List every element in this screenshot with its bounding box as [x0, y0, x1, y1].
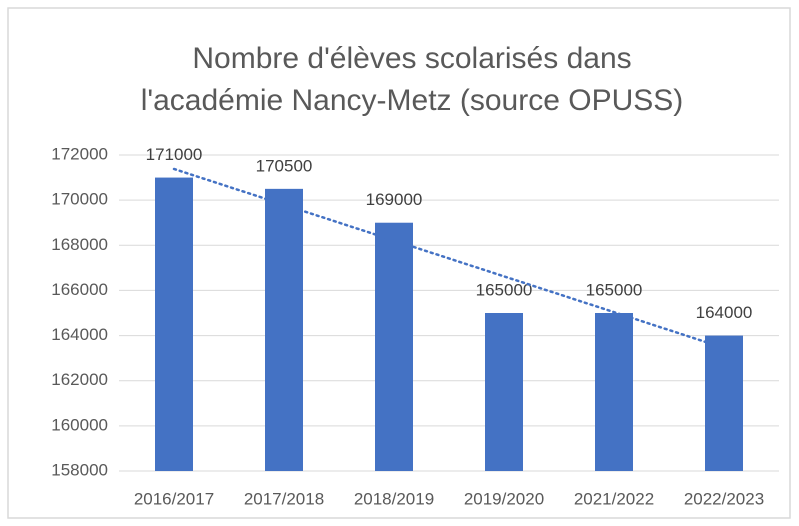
x-tick-label: 2021/2022	[574, 489, 654, 508]
x-tick-label: 2016/2017	[134, 489, 214, 508]
x-tick-label: 2017/2018	[244, 489, 324, 508]
y-tick-label: 166000	[51, 280, 108, 299]
y-tick-label: 158000	[51, 460, 108, 479]
y-tick-label: 170000	[51, 190, 108, 209]
data-label: 165000	[476, 280, 533, 299]
bar	[595, 313, 633, 471]
chart-title: l'académie Nancy-Metz (source OPUSS)	[141, 84, 684, 117]
bar	[375, 222, 413, 471]
bar	[155, 177, 193, 472]
y-tick-label: 160000	[51, 415, 108, 434]
data-label: 171000	[146, 145, 203, 164]
data-label: 169000	[366, 190, 423, 209]
data-label: 170500	[256, 156, 313, 175]
data-label: 164000	[696, 303, 753, 322]
data-label: 165000	[586, 280, 643, 299]
y-tick-label: 172000	[51, 144, 108, 163]
y-tick-label: 168000	[51, 235, 108, 254]
bar	[705, 335, 743, 471]
x-tick-label: 2019/2020	[464, 489, 544, 508]
chart-title: Nombre d'élèves scolarisés dans	[192, 42, 631, 75]
trendline	[172, 167, 726, 350]
x-tick-label: 2022/2023	[684, 489, 764, 508]
y-tick-label: 162000	[51, 370, 108, 389]
bar	[265, 188, 303, 471]
bar	[485, 313, 523, 471]
x-tick-label: 2018/2019	[354, 489, 434, 508]
y-tick-label: 164000	[51, 325, 108, 344]
